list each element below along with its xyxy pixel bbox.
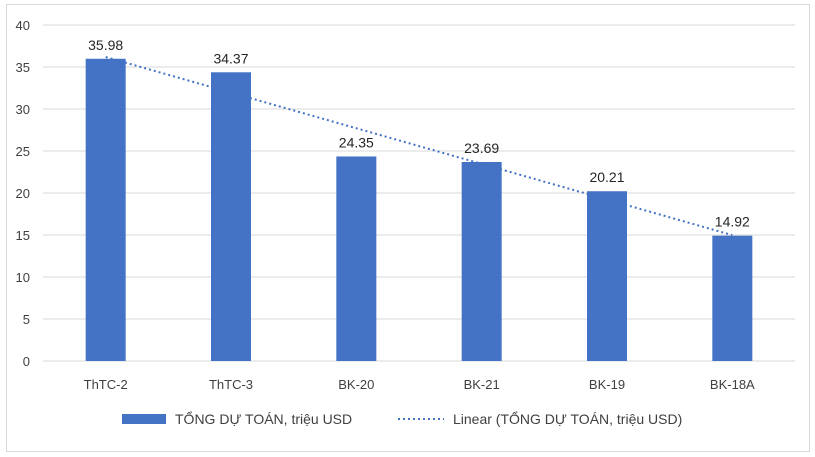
legend: TỔNG DỰ TOÁN, triệu USD Linear (TỔNG DỰ …	[122, 410, 682, 427]
y-tick-label: 35	[16, 60, 30, 75]
data-label: 24.35	[339, 134, 374, 150]
bar	[211, 72, 251, 362]
x-tick-label: BK-18A	[710, 377, 755, 392]
y-tick-label: 0	[23, 354, 30, 369]
x-tick-label: ThTC-3	[209, 377, 253, 392]
y-tick-label: 30	[16, 102, 30, 117]
data-label: 35.98	[88, 37, 123, 53]
legend-bar-label: TỔNG DỰ TOÁN, triệu USD	[175, 410, 352, 427]
legend-bar-swatch	[122, 414, 166, 424]
data-label: 23.69	[464, 140, 499, 156]
data-label: 20.21	[589, 169, 624, 185]
x-tick-label: BK-19	[589, 377, 625, 392]
trendline-path	[105, 56, 733, 237]
bars	[85, 58, 753, 362]
y-axis-ticks: 0 5 10 15 20 25 30 35 40	[16, 18, 30, 369]
x-tick-label: BK-21	[464, 377, 500, 392]
chart-frame	[6, 4, 810, 452]
bar	[85, 58, 126, 361]
bar	[712, 235, 753, 361]
data-label: 14.92	[715, 214, 750, 230]
legend-trend-label: Linear (TỔNG DỰ TOÁN, triệu USD)	[453, 410, 682, 427]
data-label: 34.37	[213, 50, 248, 66]
x-tick-label: ThTC-2	[84, 377, 128, 392]
gridlines	[43, 24, 795, 362]
y-tick-label: 5	[23, 312, 30, 327]
x-axis-ticks: ThTC-2 ThTC-3 BK-20 BK-21 BK-19 BK-18A	[84, 377, 755, 392]
y-tick-label: 15	[16, 228, 30, 243]
bar	[587, 191, 627, 361]
y-tick-label: 25	[16, 144, 30, 159]
y-tick-label: 40	[16, 18, 30, 33]
bar	[461, 162, 502, 361]
y-tick-label: 20	[16, 186, 30, 201]
bar	[336, 156, 377, 361]
x-tick-label: BK-20	[338, 377, 374, 392]
trendline	[105, 56, 733, 237]
y-tick-label: 10	[16, 270, 30, 285]
data-labels: 35.98 34.37 24.35 23.69 20.21 14.92	[88, 37, 750, 230]
